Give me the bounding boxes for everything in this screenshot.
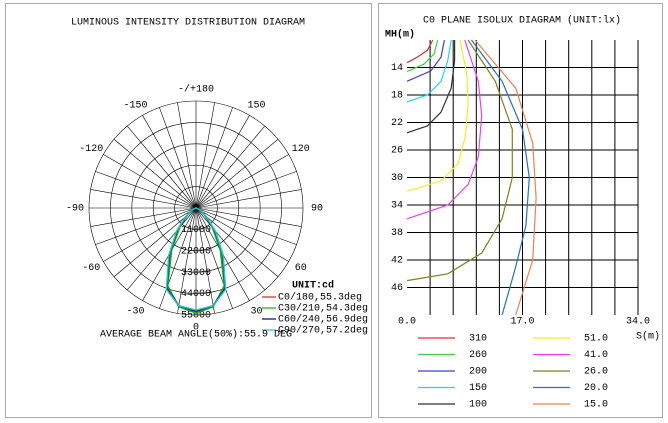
r-tick-label: 0 [193,204,199,215]
y-tick-label: 42 [391,256,403,267]
y-tick-label: 26 [391,146,403,157]
legend-label: 100 [469,400,487,411]
angle-grid-line [113,138,197,209]
y-tick-label: 22 [391,118,403,129]
ring-grid-line [152,164,240,252]
angle-tick-label: -150 [123,101,147,112]
legend-label: C60/240,56.9deg [278,314,368,326]
angle-tick-label: 150 [247,101,265,112]
legend-label: 20.0 [584,383,608,394]
angle-grid-line [142,115,197,209]
legend-label: 150 [469,383,487,394]
angle-grid-line [177,207,197,314]
isolux-curve [406,39,445,82]
intensity-curve [165,207,227,311]
angle-grid-line [195,207,215,314]
ring-grid-line [174,186,218,230]
legend-label: 310 [469,334,487,345]
x-tick-label: 0.0 [398,317,416,328]
legend-label: 200 [469,367,487,378]
angle-grid-line [195,154,289,209]
angle-grid-line [95,171,197,209]
y-tick-label: 14 [391,63,403,74]
angle-tick-label: -30 [126,307,144,318]
isolux-curve [406,40,456,134]
r-tick-label: 22000 [181,246,211,257]
beam-angle-note: AVERAGE BEAM ANGLE(50%):55.9 DEG [100,329,292,341]
angle-grid-line [195,138,279,209]
angle-grid-line [195,125,266,209]
x-axis-label: S(m) [636,331,660,343]
angle-grid-line [126,125,197,209]
isolux-curve [406,39,434,64]
y-tick-label: 46 [391,283,403,294]
angle-grid-line [195,189,302,209]
r-tick-label: 11000 [181,225,211,236]
ring-grid-line [131,143,261,273]
angle-grid-line [159,207,197,309]
ring-grid-line [88,100,304,316]
isolux-curve [471,39,530,316]
y-tick-label: 18 [391,91,403,102]
r-tick-label: 55000 [181,311,211,322]
x-tick-label: 34.0 [626,317,650,328]
x-tick-label: 17.0 [510,317,534,328]
angle-tick-label: 120 [292,144,310,155]
isolux-curve [406,39,452,103]
angle-tick-label: 0 [193,323,199,334]
angle-grid-line [103,207,197,262]
isolux-curve [406,39,483,220]
isolux-curve [406,39,469,192]
angle-grid-line [195,207,279,278]
unit-label: UNIT:cd [292,280,334,292]
angle-grid-line [103,154,197,209]
angle-grid-line [195,207,233,309]
angle-grid-line [159,107,197,209]
angle-grid-line [195,207,266,291]
ring-grid-line [110,122,282,294]
legend-label: 26.0 [584,367,608,378]
isolux-curve [474,39,537,316]
isolux-curve [406,39,439,73]
angle-tick-label: -/+180 [178,84,214,96]
angle-tick-label: -120 [79,144,103,155]
legend-label: 41.0 [584,350,608,361]
angle-grid-line [195,102,215,209]
angle-tick-label: -60 [82,263,100,274]
angle-grid-line [177,102,197,209]
legend-label: 15.0 [584,400,608,411]
angle-grid-line [90,207,197,227]
chart-title: C0 PLANE ISOLUX DIAGRAM (UNIT:lx) [423,15,621,27]
angle-tick-label: 90 [311,204,323,215]
angle-grid-line [90,189,197,209]
angle-grid-line [195,107,233,209]
legend-label: C30/210,54.3deg [278,303,368,315]
y-tick-label: 34 [391,201,403,212]
y-tick-label: 38 [391,228,403,239]
isolux-curve [406,39,513,282]
angle-grid-line [95,207,197,245]
angle-grid-line [195,171,297,209]
legend-label: C0/180,55.3deg [278,292,362,304]
angle-tick-label: 30 [250,307,262,318]
legend-label: 51.0 [584,334,608,345]
angle-grid-line [195,207,302,227]
legend-label: C90/270,57.2deg [278,325,368,337]
angle-tick-label: -90 [66,204,84,215]
r-tick-label: 33000 [181,268,211,279]
angle-grid-line [195,207,289,262]
y-axis-label: MH(m) [385,29,415,41]
angle-grid-line [113,207,197,278]
angle-grid-line [195,115,250,209]
chart-title: LUMINOUS INTENSITY DISTRIBUTION DIAGRAM [71,18,305,29]
angle-tick-label: 60 [295,263,307,274]
angle-grid-line [126,207,197,291]
y-tick-label: 30 [391,173,403,184]
angle-grid-line [195,207,297,245]
legend-label: 260 [469,350,487,361]
r-tick-label: 44000 [181,289,211,300]
